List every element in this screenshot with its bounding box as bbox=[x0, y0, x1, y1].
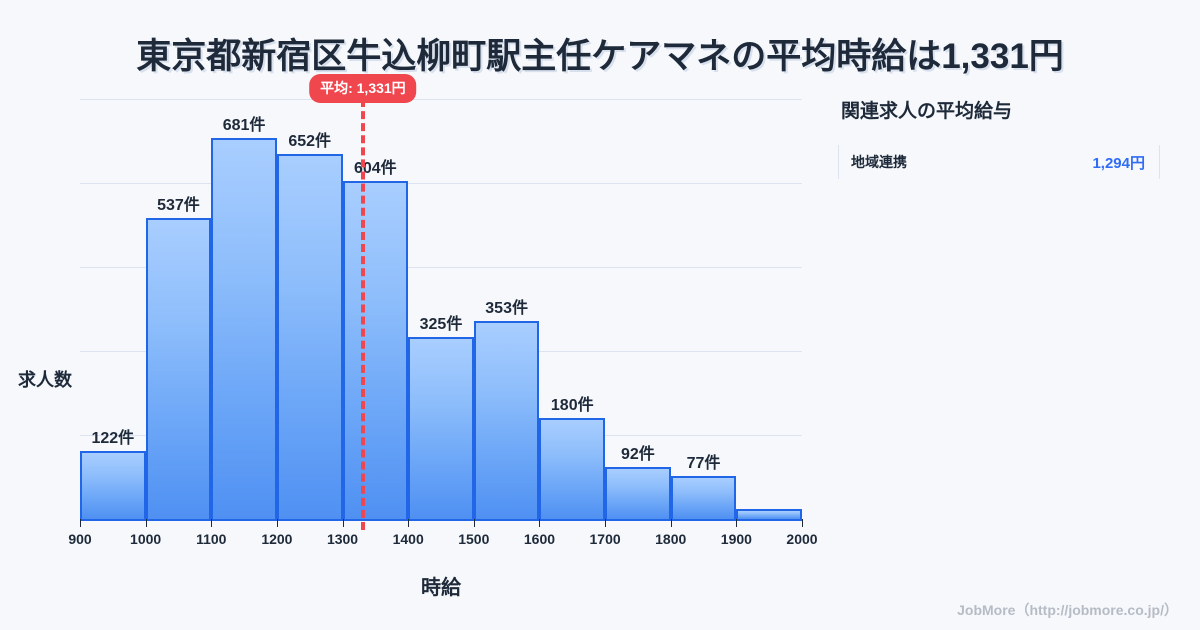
bar-value-label: 537件 bbox=[157, 197, 200, 215]
salary-row-list: 地域連携 1,294円 bbox=[838, 145, 1188, 179]
x-axis-tick bbox=[802, 519, 803, 527]
x-axis-tick-label: 1800 bbox=[655, 531, 687, 547]
bar-value-label: 122件 bbox=[91, 429, 135, 447]
x-axis-tick-label: 2000 bbox=[786, 531, 818, 547]
salary-row-value: 1,294円 bbox=[1092, 154, 1145, 172]
bar bbox=[408, 337, 474, 519]
gridline bbox=[80, 183, 802, 184]
bars-group: 122件 537件 681件 652件 604件 325件 353件 180件 92件 77件 平均… bbox=[80, 74, 802, 530]
bar-value-label: 180件 bbox=[550, 397, 594, 415]
x-axis-tick bbox=[539, 519, 541, 527]
x-axis-tick-label: 1600 bbox=[523, 531, 556, 547]
gridline bbox=[80, 267, 802, 268]
x-axis-tick-label: 1700 bbox=[589, 531, 621, 547]
x-axis-tick bbox=[605, 519, 607, 527]
y-axis-title: 求人数 bbox=[18, 370, 72, 390]
salary-row: 地域連携 1,294円 bbox=[838, 145, 1160, 179]
x-axis-tick bbox=[342, 519, 344, 527]
watermark-footer: JobMore（http://jobmore.co.jp/） bbox=[957, 602, 1178, 618]
bar bbox=[670, 475, 737, 519]
gridline bbox=[80, 99, 802, 100]
salary-row-name: 地域連携 bbox=[851, 154, 907, 170]
x-axis-tick bbox=[211, 519, 213, 527]
x-axis-tick-label: 900 bbox=[68, 531, 92, 547]
bar-value-label: 681件 bbox=[222, 116, 266, 134]
x-axis-tick bbox=[276, 519, 278, 527]
x-axis-line bbox=[80, 519, 802, 521]
x-axis-tick bbox=[408, 519, 410, 527]
x-axis-tick bbox=[670, 519, 672, 527]
bar bbox=[145, 218, 212, 519]
bar bbox=[736, 508, 802, 519]
x-axis-tick-label: 1200 bbox=[261, 531, 293, 547]
side-panel-title: 関連求人の平均給与 bbox=[841, 101, 1013, 122]
x-axis-tick bbox=[736, 519, 738, 527]
x-axis-tick-label: 1300 bbox=[326, 531, 359, 547]
bar-value-label: 325件 bbox=[419, 316, 463, 333]
bar-value-label: 652件 bbox=[288, 132, 332, 150]
bar bbox=[473, 321, 540, 519]
bar-value-label: 92件 bbox=[620, 446, 655, 464]
x-axis-tick-label: 1100 bbox=[196, 531, 227, 547]
x-axis-tick bbox=[473, 519, 475, 527]
related-salary-panel: 関連求人の平均給与 地域連携 1,294円 bbox=[838, 96, 1188, 179]
bar-value-label: 353件 bbox=[485, 300, 528, 318]
x-axis-tick-label: 1400 bbox=[392, 531, 424, 547]
bar-value-label: 604件 bbox=[353, 159, 397, 177]
average-line bbox=[360, 99, 365, 530]
bar bbox=[342, 180, 409, 519]
bar bbox=[276, 153, 343, 519]
x-axis-tick bbox=[145, 519, 147, 527]
bar-value-label: 77件 bbox=[686, 454, 721, 472]
x-axis-tick-label: 1900 bbox=[720, 531, 752, 547]
bar bbox=[605, 467, 671, 519]
histogram-chart: 122件 537件 681件 652件 604件 325件 353件 180件 92件 77件 平均… bbox=[0, 74, 820, 599]
x-axis-tick-label: 1000 bbox=[130, 531, 162, 547]
page-title: 東京都新宿区牛込柳町駅主任ケアマネの平均時給は1,331円 bbox=[136, 37, 1064, 76]
bar bbox=[80, 450, 146, 519]
x-axis-title: 時給 bbox=[421, 577, 461, 599]
x-axis-tick-label: 1500 bbox=[458, 531, 490, 547]
bar bbox=[211, 137, 277, 519]
bar bbox=[539, 418, 606, 519]
x-axis-tick bbox=[80, 519, 81, 527]
average-badge: 平均: 1,331円 bbox=[309, 74, 417, 103]
